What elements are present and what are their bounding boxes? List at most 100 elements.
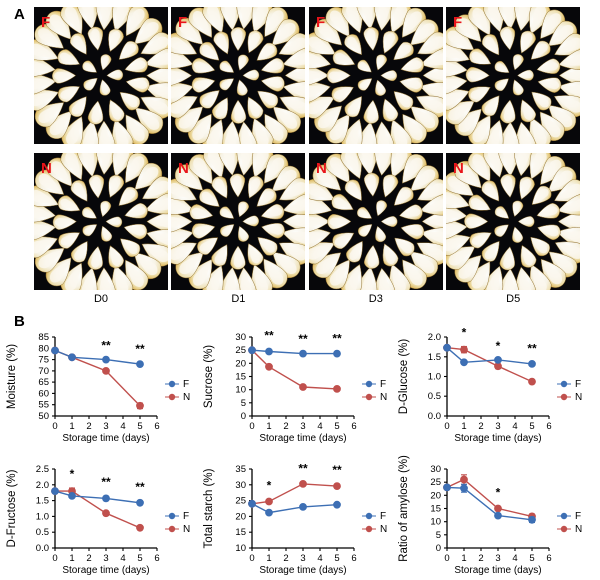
svg-text:F: F — [41, 14, 50, 31]
svg-text:65: 65 — [38, 377, 49, 388]
svg-text:55: 55 — [38, 400, 49, 411]
svg-text:6: 6 — [546, 421, 551, 432]
svg-text:**: ** — [298, 332, 308, 346]
svg-text:15: 15 — [235, 527, 246, 538]
svg-text:25: 25 — [430, 477, 441, 488]
svg-text:4: 4 — [120, 553, 125, 564]
svg-text:70: 70 — [38, 366, 49, 377]
svg-text:Moisture (%): Moisture (%) — [6, 344, 18, 409]
svg-text:0.5: 0.5 — [428, 391, 441, 402]
svg-text:6: 6 — [154, 553, 159, 564]
svg-text:Sucrose (%): Sucrose (%) — [203, 345, 215, 408]
svg-text:25: 25 — [235, 345, 246, 356]
svg-text:*: * — [496, 485, 501, 499]
svg-text:30: 30 — [430, 464, 441, 475]
svg-text:5: 5 — [334, 421, 339, 432]
svg-text:5: 5 — [137, 421, 142, 432]
svg-text:**: ** — [101, 475, 111, 489]
svg-text:Storage time (days): Storage time (days) — [259, 433, 346, 443]
svg-text:10: 10 — [235, 543, 246, 554]
svg-text:4: 4 — [317, 421, 322, 432]
svg-text:85: 85 — [38, 332, 49, 343]
svg-text:*: * — [496, 339, 501, 353]
svg-text:Storage time (days): Storage time (days) — [259, 565, 346, 575]
svg-text:*: * — [267, 479, 272, 493]
svg-text:**: ** — [527, 341, 537, 355]
svg-text:1: 1 — [69, 421, 74, 432]
svg-text:1: 1 — [69, 553, 74, 564]
svg-text:2: 2 — [86, 421, 91, 432]
svg-text:2.0: 2.0 — [36, 480, 49, 491]
svg-text:0.0: 0.0 — [36, 543, 49, 554]
svg-text:15: 15 — [235, 372, 246, 383]
svg-text:0: 0 — [249, 553, 254, 564]
svg-text:N: N — [178, 160, 189, 177]
svg-text:D-Fructose (%): D-Fructose (%) — [6, 469, 18, 547]
svg-text:N: N — [183, 392, 190, 403]
svg-text:Storage time (days): Storage time (days) — [62, 565, 149, 575]
svg-text:75: 75 — [38, 355, 49, 366]
svg-text:6: 6 — [154, 421, 159, 432]
svg-text:0.0: 0.0 — [428, 411, 441, 422]
svg-text:1.0: 1.0 — [36, 511, 49, 522]
svg-text:1.5: 1.5 — [428, 352, 441, 363]
svg-text:*: * — [462, 326, 467, 340]
svg-text:1.0: 1.0 — [428, 372, 441, 383]
svg-text:6: 6 — [351, 421, 356, 432]
svg-text:N: N — [575, 392, 582, 403]
svg-text:**: ** — [264, 329, 274, 343]
svg-text:F: F — [575, 511, 581, 522]
svg-text:0.5: 0.5 — [36, 527, 49, 538]
svg-text:1: 1 — [461, 421, 466, 432]
svg-text:4: 4 — [512, 553, 517, 564]
svg-text:D-Glucose (%): D-Glucose (%) — [398, 339, 410, 415]
svg-text:5: 5 — [529, 421, 534, 432]
svg-text:0: 0 — [52, 421, 57, 432]
svg-text:30: 30 — [235, 480, 246, 491]
svg-text:4: 4 — [120, 421, 125, 432]
svg-text:3: 3 — [103, 553, 108, 564]
svg-text:5: 5 — [436, 530, 441, 541]
svg-text:60: 60 — [38, 388, 49, 399]
svg-text:0: 0 — [241, 411, 246, 422]
svg-text:3: 3 — [300, 553, 305, 564]
svg-text:Storage time (days): Storage time (days) — [454, 565, 541, 575]
svg-text:10: 10 — [430, 517, 441, 528]
svg-text:2.5: 2.5 — [36, 464, 49, 475]
svg-text:20: 20 — [235, 358, 246, 369]
svg-text:6: 6 — [546, 553, 551, 564]
svg-text:F: F — [380, 379, 386, 390]
svg-text:Total starch (%): Total starch (%) — [203, 468, 215, 548]
svg-text:3: 3 — [495, 421, 500, 432]
svg-text:30: 30 — [235, 332, 246, 343]
svg-text:0: 0 — [444, 421, 449, 432]
svg-text:**: ** — [332, 331, 342, 345]
svg-text:**: ** — [135, 342, 145, 356]
svg-text:15: 15 — [430, 504, 441, 515]
svg-text:N: N — [575, 524, 582, 535]
svg-text:50: 50 — [38, 411, 49, 422]
svg-text:N: N — [316, 160, 327, 177]
svg-text:Storage time (days): Storage time (days) — [454, 433, 541, 443]
svg-text:5: 5 — [137, 553, 142, 564]
svg-text:3: 3 — [300, 421, 305, 432]
svg-text:**: ** — [101, 339, 111, 353]
svg-text:20: 20 — [235, 511, 246, 522]
svg-text:3: 3 — [103, 421, 108, 432]
svg-text:3: 3 — [495, 553, 500, 564]
svg-text:5: 5 — [241, 398, 246, 409]
svg-text:2: 2 — [283, 421, 288, 432]
svg-text:F: F — [453, 14, 462, 31]
svg-text:N: N — [380, 392, 387, 403]
svg-text:F: F — [178, 14, 187, 31]
svg-text:1: 1 — [266, 553, 271, 564]
svg-text:20: 20 — [430, 490, 441, 501]
svg-text:2: 2 — [283, 553, 288, 564]
svg-text:N: N — [380, 524, 387, 535]
svg-text:2: 2 — [478, 553, 483, 564]
svg-text:**: ** — [332, 463, 342, 477]
svg-text:**: ** — [298, 461, 308, 475]
svg-text:1.5: 1.5 — [36, 496, 49, 507]
svg-text:0: 0 — [436, 543, 441, 554]
svg-text:0: 0 — [52, 553, 57, 564]
